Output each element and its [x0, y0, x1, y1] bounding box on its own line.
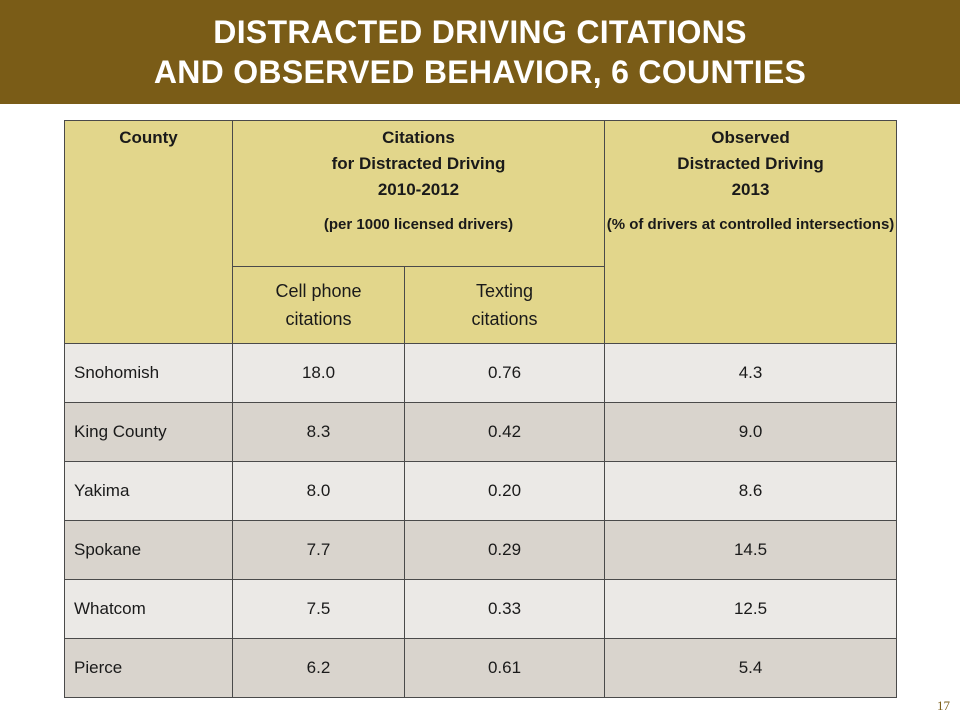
header-citations: Citations for Distracted Driving 2010-20…: [231, 120, 606, 267]
texting-cell: 0.76: [403, 343, 606, 403]
cell-phone-cell: 7.5: [232, 579, 405, 639]
table-row: King County 8.3 0.42 9.0: [64, 402, 898, 462]
county-cell: Pierce: [64, 638, 233, 698]
header-observed-line2: Distracted Driving: [677, 154, 824, 173]
table-row: Whatcom 7.5 0.33 12.5: [64, 579, 898, 639]
citations-table: County Citations for Distracted Driving …: [64, 120, 898, 698]
observed-cell: 9.0: [604, 402, 898, 462]
observed-cell: 14.5: [604, 520, 898, 580]
texting-cell: 0.33: [403, 579, 606, 639]
slide-number: 17: [937, 698, 950, 713]
header-county: County: [64, 120, 233, 344]
cell-phone-cell: 18.0: [232, 343, 405, 403]
table-row: Yakima 8.0 0.20 8.6: [64, 461, 898, 521]
county-cell: Snohomish: [64, 343, 233, 403]
header-texting-line1: Texting: [475, 281, 534, 301]
cell-phone-cell: 8.0: [232, 461, 405, 521]
title-line-2: AND OBSERVED BEHAVIOR, 6 COUNTIES: [153, 54, 807, 90]
observed-cell: 4.3: [604, 343, 898, 403]
header-cell-phone-line2: citations: [285, 309, 352, 329]
cell-phone-cell: 7.7: [232, 520, 405, 580]
cell-phone-cell: 6.2: [232, 638, 405, 698]
county-cell: Whatcom: [64, 579, 233, 639]
header-county-label: County: [119, 128, 178, 147]
county-cell: Spokane: [64, 520, 233, 580]
header-citations-line3: 2010-2012: [377, 180, 460, 199]
header-cell-phone: Cell phone citations: [232, 266, 405, 344]
header-citations-note: (per 1000 licensed drivers): [323, 216, 514, 233]
texting-cell: 0.20: [403, 461, 606, 521]
county-cell: King County: [64, 402, 233, 462]
header-cell-phone-line1: Cell phone: [275, 281, 362, 301]
observed-cell: 5.4: [604, 638, 898, 698]
header-observed-line1: Observed: [711, 128, 790, 147]
header-texting-line2: citations: [471, 309, 538, 329]
observed-cell: 12.5: [604, 579, 898, 639]
header-observed: Observed Distracted Driving 2013 (% of d…: [604, 120, 898, 344]
table-row: Pierce 6.2 0.61 5.4: [64, 638, 898, 698]
county-cell: Yakima: [64, 461, 233, 521]
header-citations-line2: for Distracted Driving: [331, 154, 506, 173]
header-citations-line1: Citations: [382, 128, 455, 147]
texting-cell: 0.61: [403, 638, 606, 698]
texting-cell: 0.42: [403, 402, 606, 462]
table-row: Spokane 7.7 0.29 14.5: [64, 520, 898, 580]
cell-phone-cell: 8.3: [232, 402, 405, 462]
observed-cell: 8.6: [604, 461, 898, 521]
table-row: Snohomish 18.0 0.76 4.3: [64, 343, 898, 403]
header-observed-note: (% of drivers at controlled intersection…: [606, 216, 895, 233]
texting-cell: 0.29: [403, 520, 606, 580]
title-line-1: DISTRACTED DRIVING CITATIONS: [213, 14, 747, 50]
header-observed-line3: 2013: [731, 180, 770, 199]
title-bar: DISTRACTED DRIVING CITATIONS AND OBSERVE…: [0, 0, 960, 104]
header-texting: Texting citations: [403, 266, 606, 344]
